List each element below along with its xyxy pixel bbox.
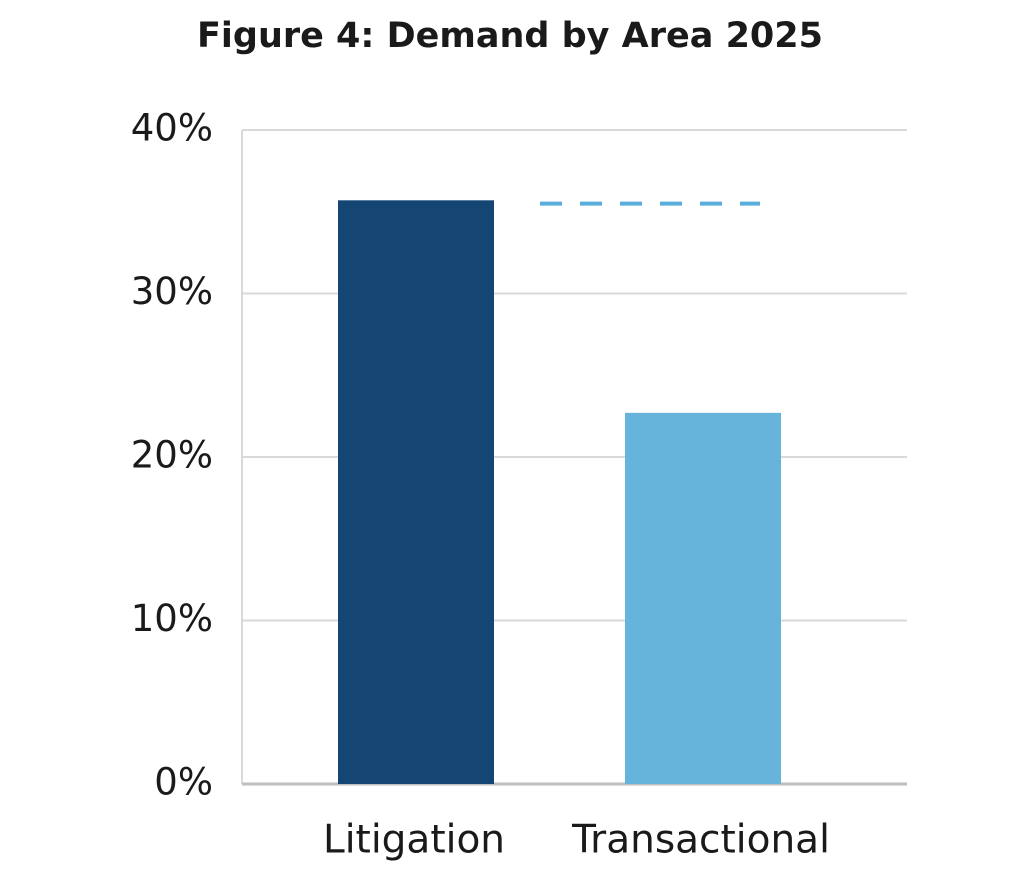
bar: [338, 200, 494, 784]
x-tick-label: Transactional: [571, 818, 830, 863]
chart-title: Figure 4: Demand by Area 2025: [197, 16, 823, 56]
y-tick-label: 40%: [131, 107, 213, 150]
x-tick-label: Litigation: [323, 818, 505, 863]
y-tick-label: 10%: [131, 597, 213, 640]
y-tick-label: 30%: [131, 270, 213, 313]
y-tick-label: 20%: [131, 434, 213, 477]
y-tick-label: 0%: [154, 761, 213, 804]
bar: [625, 412, 781, 784]
